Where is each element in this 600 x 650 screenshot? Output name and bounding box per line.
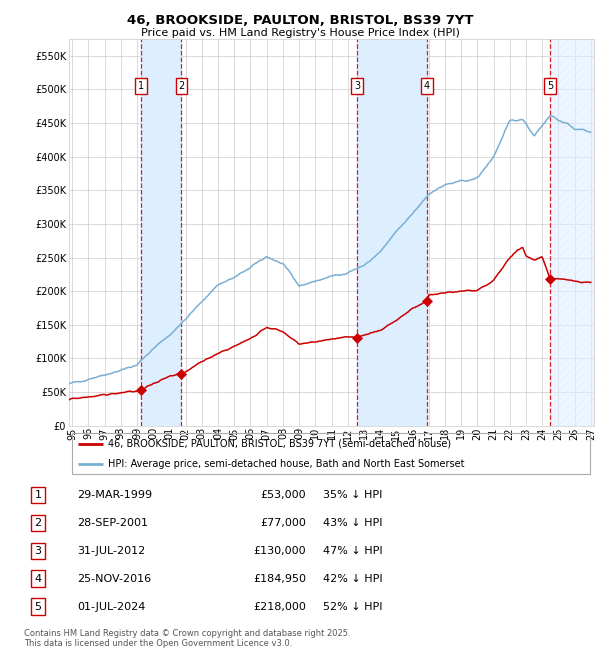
Text: 1: 1 [35, 490, 41, 500]
Text: 47% ↓ HPI: 47% ↓ HPI [323, 546, 383, 556]
Text: 25-NOV-2016: 25-NOV-2016 [77, 574, 152, 584]
Text: 29-MAR-1999: 29-MAR-1999 [77, 490, 153, 500]
Text: 42% ↓ HPI: 42% ↓ HPI [323, 574, 383, 584]
Text: 5: 5 [547, 81, 553, 91]
Text: 43% ↓ HPI: 43% ↓ HPI [323, 518, 382, 528]
Text: Contains HM Land Registry data © Crown copyright and database right 2025.
This d: Contains HM Land Registry data © Crown c… [24, 629, 350, 648]
Text: 35% ↓ HPI: 35% ↓ HPI [323, 490, 382, 500]
Text: £184,950: £184,950 [253, 574, 306, 584]
Text: £218,000: £218,000 [253, 602, 306, 612]
Text: 52% ↓ HPI: 52% ↓ HPI [323, 602, 382, 612]
Text: £130,000: £130,000 [253, 546, 306, 556]
Text: 4: 4 [35, 574, 41, 584]
Text: 2: 2 [35, 518, 41, 528]
Text: 4: 4 [424, 81, 430, 91]
Text: 31-JUL-2012: 31-JUL-2012 [77, 546, 146, 556]
Text: £53,000: £53,000 [260, 490, 306, 500]
Text: Price paid vs. HM Land Registry's House Price Index (HPI): Price paid vs. HM Land Registry's House … [140, 28, 460, 38]
Text: 2: 2 [178, 81, 185, 91]
Text: 5: 5 [35, 602, 41, 612]
Text: 01-JUL-2024: 01-JUL-2024 [77, 602, 146, 612]
Text: 28-SEP-2001: 28-SEP-2001 [77, 518, 149, 528]
Text: 46, BROOKSIDE, PAULTON, BRISTOL, BS39 7YT (semi-detached house): 46, BROOKSIDE, PAULTON, BRISTOL, BS39 7Y… [109, 439, 452, 448]
Bar [141, 39, 181, 426]
Text: 46, BROOKSIDE, PAULTON, BRISTOL, BS39 7YT: 46, BROOKSIDE, PAULTON, BRISTOL, BS39 7Y… [127, 14, 473, 27]
Text: HPI: Average price, semi-detached house, Bath and North East Somerset: HPI: Average price, semi-detached house,… [109, 460, 465, 469]
Text: £77,000: £77,000 [260, 518, 306, 528]
Text: 3: 3 [35, 546, 41, 556]
Bar [550, 39, 594, 426]
Bar [357, 39, 427, 426]
Text: 3: 3 [354, 81, 360, 91]
Text: 1: 1 [138, 81, 144, 91]
